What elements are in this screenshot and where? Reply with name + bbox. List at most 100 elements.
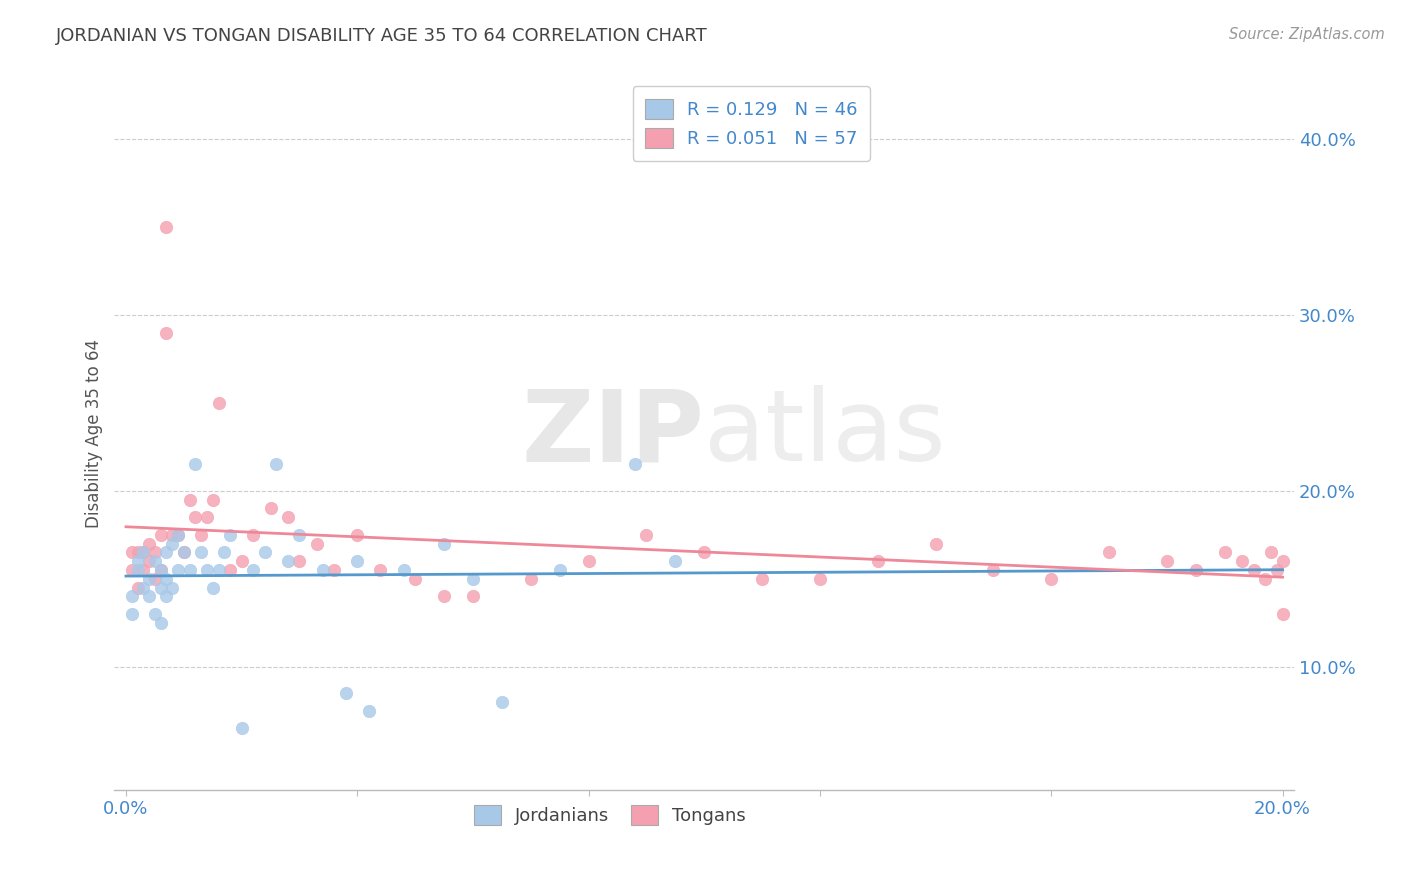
Point (1243, 563, 1265, 577)
Point (751, 572, 773, 586)
Point (127, 554, 149, 568)
Point (179, 563, 201, 577)
Point (167, 528, 190, 542)
Point (121, 590, 143, 604)
Point (461, 572, 484, 586)
Point (195, 563, 218, 577)
Point (1098, 545, 1121, 559)
Point (184, 458, 207, 472)
Point (346, 554, 368, 568)
Point (127, 581, 149, 595)
Point (190, 545, 212, 559)
Text: ZIP: ZIP (522, 385, 704, 483)
Point (143, 607, 166, 621)
Point (259, 501, 281, 516)
Point (173, 545, 195, 559)
Point (149, 581, 172, 595)
Point (138, 572, 160, 586)
Point (155, 572, 177, 586)
Point (491, 695, 513, 709)
Point (132, 581, 155, 595)
Point (167, 563, 190, 577)
Point (127, 563, 149, 577)
Point (1271, 607, 1294, 621)
Text: atlas: atlas (704, 385, 946, 483)
Point (121, 545, 143, 559)
Point (636, 528, 658, 542)
Point (132, 545, 155, 559)
Point (155, 326, 177, 340)
Point (392, 563, 415, 577)
Point (179, 492, 201, 507)
Point (461, 590, 484, 604)
Text: Source: ZipAtlas.com: Source: ZipAtlas.com (1229, 27, 1385, 42)
Point (167, 528, 190, 542)
Point (138, 536, 160, 550)
Point (121, 607, 143, 621)
Point (242, 563, 264, 577)
Point (288, 554, 311, 568)
Y-axis label: Disability Age 35 to 64: Disability Age 35 to 64 (86, 339, 103, 528)
Point (346, 528, 368, 542)
Text: JORDANIAN VS TONGAN DISABILITY AGE 35 TO 64 CORRELATION CHART: JORDANIAN VS TONGAN DISABILITY AGE 35 TO… (56, 27, 709, 45)
Point (1213, 545, 1236, 559)
Point (253, 545, 276, 559)
Point (207, 563, 229, 577)
Point (127, 545, 149, 559)
Point (1254, 572, 1277, 586)
Point (1230, 554, 1253, 568)
Point (201, 492, 224, 507)
Point (195, 510, 218, 524)
Point (866, 554, 889, 568)
Point (404, 572, 426, 586)
Point (155, 545, 177, 559)
Point (162, 581, 184, 595)
Point (173, 545, 195, 559)
Point (121, 563, 143, 577)
Point (231, 722, 253, 736)
Point (370, 563, 392, 577)
Point (1156, 554, 1178, 568)
Point (693, 545, 716, 559)
Point (184, 510, 207, 524)
Point (132, 563, 155, 577)
Point (190, 528, 212, 542)
Point (155, 590, 177, 604)
Point (219, 563, 242, 577)
Point (149, 528, 172, 542)
Point (305, 536, 328, 550)
Point (808, 572, 831, 586)
Point (242, 528, 264, 542)
Point (520, 572, 543, 586)
Point (149, 563, 172, 577)
Point (201, 581, 224, 595)
Point (983, 563, 1005, 577)
Point (143, 554, 166, 568)
Point (1265, 563, 1288, 577)
Point (214, 545, 236, 559)
Point (578, 554, 600, 568)
Point (924, 536, 946, 550)
Point (219, 528, 242, 542)
Point (138, 590, 160, 604)
Point (138, 554, 160, 568)
Point (207, 396, 229, 410)
Point (288, 528, 311, 542)
Point (231, 554, 253, 568)
Point (132, 545, 155, 559)
Point (624, 458, 647, 472)
Point (143, 572, 166, 586)
Point (149, 615, 172, 630)
Point (155, 219, 177, 234)
Point (162, 536, 184, 550)
Point (1260, 545, 1282, 559)
Point (664, 554, 686, 568)
Legend: Jordanians, Tongans: Jordanians, Tongans (464, 797, 755, 834)
Point (143, 545, 166, 559)
Point (1185, 563, 1208, 577)
Point (149, 563, 172, 577)
Point (433, 590, 456, 604)
Point (277, 510, 299, 524)
Point (357, 704, 380, 718)
Point (277, 554, 299, 568)
